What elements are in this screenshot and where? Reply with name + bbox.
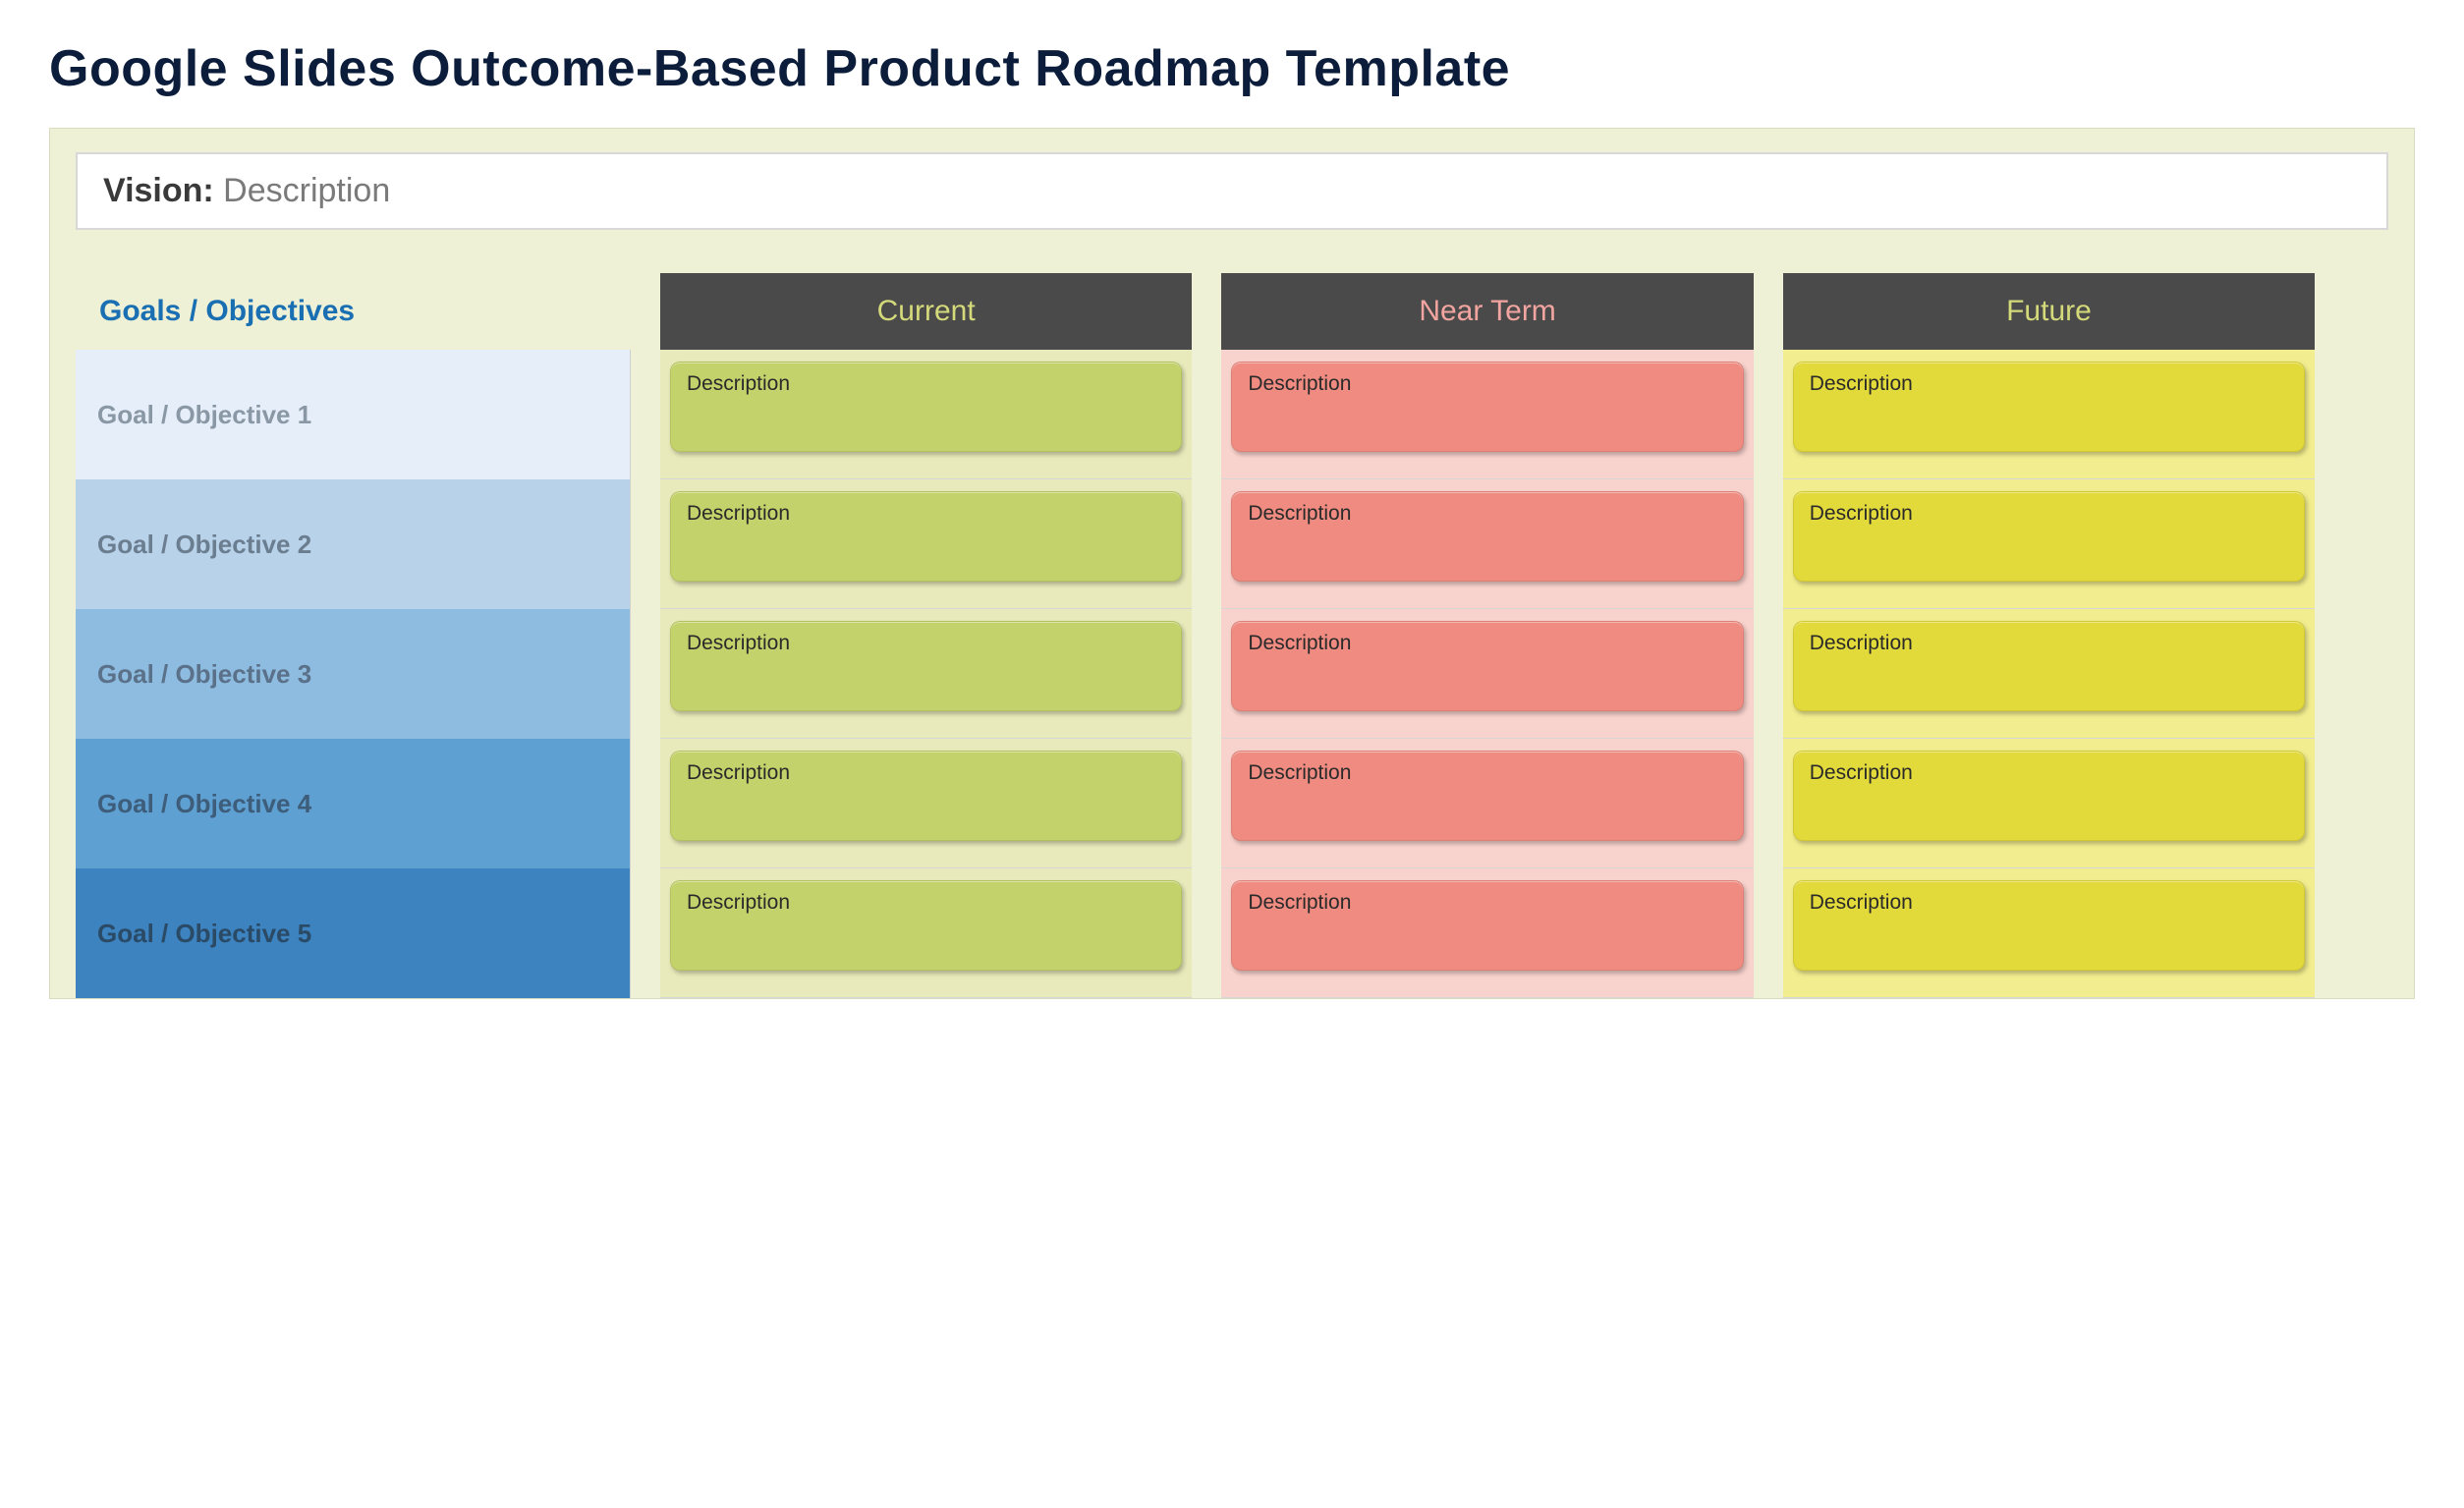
desc-card: Description [1793,880,2305,971]
desc-row: Description [1783,479,2315,609]
desc-row: Description [660,479,1192,609]
desc-row: Description [1221,868,1753,998]
desc-card: Description [1793,751,2305,841]
desc-row: Description [1783,609,2315,739]
desc-card: Description [1231,751,1743,841]
vision-label: Vision: [103,172,214,209]
desc-card: Description [1231,491,1743,582]
goal-row: Goal / Objective 5 [76,868,631,998]
near-term-column: Near Term Description Description Descript… [1221,273,1753,998]
current-column: Current Description Description Descriptio… [660,273,1192,998]
desc-row: Description [660,609,1192,739]
desc-card: Description [1793,491,2305,582]
desc-row: Description [1783,350,2315,479]
desc-row: Description [1783,739,2315,868]
desc-card: Description [1231,880,1743,971]
desc-card: Description [1793,362,2305,452]
desc-card: Description [1793,621,2305,711]
goal-row: Goal / Objective 1 [76,350,631,479]
goals-column: Goals / Objectives Goal / Objective 1Goa… [76,273,631,998]
desc-row: Description [1221,609,1753,739]
goal-row: Goal / Objective 3 [76,609,631,739]
vision-desc: Description [214,172,391,209]
desc-card: Description [670,880,1182,971]
desc-row: Description [660,868,1192,998]
future-column: Future Description Description Description… [1783,273,2315,998]
goal-row: Goal / Objective 4 [76,739,631,868]
future-header: Future [1783,273,2315,350]
vision-box: Vision: Description [76,152,2388,230]
desc-row: Description [1221,350,1753,479]
desc-card: Description [670,491,1182,582]
current-header: Current [660,273,1192,350]
desc-card: Description [1231,362,1743,452]
goals-header: Goals / Objectives [76,273,631,350]
desc-row: Description [1221,479,1753,609]
desc-card: Description [670,621,1182,711]
desc-card: Description [1231,621,1743,711]
near-term-header: Near Term [1221,273,1753,350]
desc-row: Description [660,350,1192,479]
desc-card: Description [670,751,1182,841]
goal-row: Goal / Objective 2 [76,479,631,609]
roadmap-canvas: Vision: Description Goals / Objectives G… [49,128,2415,999]
desc-card: Description [670,362,1182,452]
desc-row: Description [660,739,1192,868]
roadmap-grid: Goals / Objectives Goal / Objective 1Goa… [76,273,2388,998]
desc-row: Description [1221,739,1753,868]
desc-row: Description [1783,868,2315,998]
page-title: Google Slides Outcome-Based Product Road… [49,39,2415,98]
